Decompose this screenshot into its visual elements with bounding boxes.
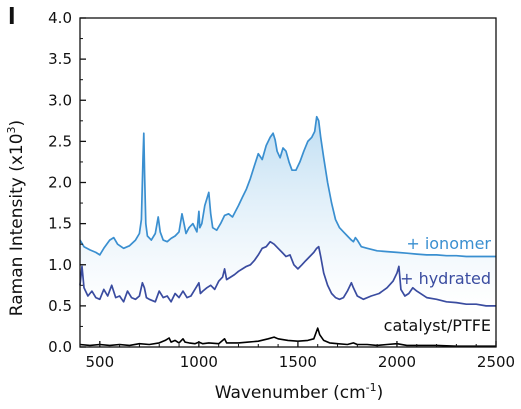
x-tick-label: 2500: [477, 353, 515, 371]
y-axis-title-suffix: ): [7, 120, 27, 127]
series-label-catalyst: catalyst/PTFE: [384, 316, 491, 335]
series-label-hydrated: + hydrated: [400, 269, 491, 288]
y-tick-label: 0.0: [48, 338, 72, 356]
x-tick-label: 1500: [279, 353, 317, 371]
y-tick-label: 1.0: [48, 256, 72, 274]
shaded-region: [80, 116, 496, 306]
y-tick-label: 1.5: [48, 215, 72, 233]
y-axis-title-sup: 3: [5, 126, 18, 133]
y-tick-label: 3.5: [48, 50, 72, 68]
series-line-catalyst-ptfe: [79, 327, 496, 347]
axes: 0.0 0.5 1.0 1.5 2.0 2.5 3.0 3.5 4.0 500 1000 1500 20…: [48, 9, 515, 371]
y-tick-label: 0.5: [48, 297, 72, 315]
x-tick-label: 2000: [378, 353, 416, 371]
shaded-fill-area: [80, 116, 496, 306]
x-axis-title: Wavenumber (cm-1): [215, 381, 384, 403]
y-tick-label: 2.5: [48, 132, 72, 150]
x-axis-title-sup: -1: [366, 381, 377, 394]
y-tick-label: 3.0: [48, 91, 72, 109]
x-tick-label: 500: [85, 353, 114, 371]
series-line-hydrated: [79, 240, 496, 307]
panel-label: l: [8, 5, 16, 30]
series-line-ionomer: [79, 115, 496, 258]
y-axis-title: Raman Intensity (x103): [5, 120, 27, 316]
y-tick-label: 2.0: [48, 174, 72, 192]
y-axis-title-main: Raman Intensity (x10: [7, 133, 27, 316]
x-tick-label: 1000: [180, 353, 218, 371]
series-label-ionomer: + ionomer: [406, 234, 491, 253]
x-axis-title-main: Wavenumber (cm: [215, 383, 366, 403]
series-group: [79, 115, 496, 347]
x-axis-title-suffix: ): [377, 383, 384, 403]
y-tick-label: 4.0: [48, 9, 72, 27]
